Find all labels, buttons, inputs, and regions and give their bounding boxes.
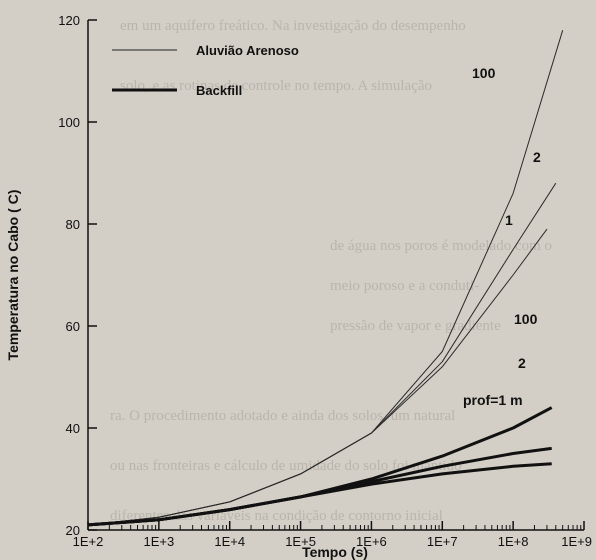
y-tick-label: 80 <box>66 217 80 232</box>
annotation-depth: prof=1 m <box>463 392 523 408</box>
svg-text:meio poroso e a conduti-: meio poroso e a conduti- <box>330 278 479 294</box>
x-tick-label: 1E+3 <box>143 534 174 549</box>
x-tick-label: 1E+6 <box>356 534 387 549</box>
x-tick-label: 1E+9 <box>561 534 592 549</box>
annotation-backfill-2: 2 <box>518 355 526 371</box>
y-axis-label: Temperatura no Cabo ( C) <box>5 190 21 361</box>
x-tick-label: 1E+7 <box>427 534 458 549</box>
aluviao-series-line-1 <box>87 30 564 526</box>
x-axis-label: Tempo (s) <box>302 544 368 560</box>
y-tick-label: 20 <box>66 523 80 538</box>
annotation-backfill-100: 100 <box>514 311 538 327</box>
y-tick-label: 120 <box>58 13 80 28</box>
annotation-aluviao-1: 1 <box>505 212 513 228</box>
aluviao-series-line-3 <box>87 228 548 526</box>
svg-text:diferentes das variáveis na co: diferentes das variáveis na condição de … <box>110 508 443 524</box>
svg-text:em um aquífero freático. Na in: em um aquífero freático. Na investigação… <box>120 18 466 34</box>
y-tick-label: 60 <box>66 319 80 334</box>
y-tick-label: 100 <box>58 115 80 130</box>
svg-text:ra. O procedimento adotado e a: ra. O procedimento adotado e ainda dos s… <box>110 408 455 424</box>
annotation-aluviao-100: 100 <box>472 65 496 81</box>
y-tick-label: 40 <box>66 421 80 436</box>
series-group <box>87 30 564 527</box>
legend-label-thick: Backfill <box>196 83 242 98</box>
background-text: em um aquífero freático. Na investigação… <box>110 18 552 524</box>
backfill-series-line-3 <box>87 462 552 527</box>
x-tick-label: 1E+5 <box>285 534 316 549</box>
y-tick-group: 20 40 60 80 100 120 <box>58 13 97 538</box>
svg-text:de água nos poros é modelado c: de água nos poros é modelado com o <box>330 238 552 254</box>
x-tick-label: 1E+8 <box>498 534 529 549</box>
svg-text:pressão de vapor e gradiente: pressão de vapor e gradiente <box>330 318 501 334</box>
annotation-aluviao-2: 2 <box>533 149 541 165</box>
x-tick-label: 1E+4 <box>214 534 245 549</box>
x-tick-label: 1E+2 <box>73 534 104 549</box>
x-tick-group: 1E+2 1E+3 1E+4 1E+5 1E+6 1E+7 1E+8 1E+9 <box>73 521 592 549</box>
svg-text:ou nas fronteiras e cálculo de: ou nas fronteiras e cálculo de umidade d… <box>110 458 462 474</box>
legend-label-thin: Aluvião Arenoso <box>196 43 299 58</box>
legend: Aluvião Arenoso Backfill <box>112 43 299 98</box>
svg-text:solo, e as rotinas de controle: solo, e as rotinas de controle no tempo.… <box>120 78 432 94</box>
